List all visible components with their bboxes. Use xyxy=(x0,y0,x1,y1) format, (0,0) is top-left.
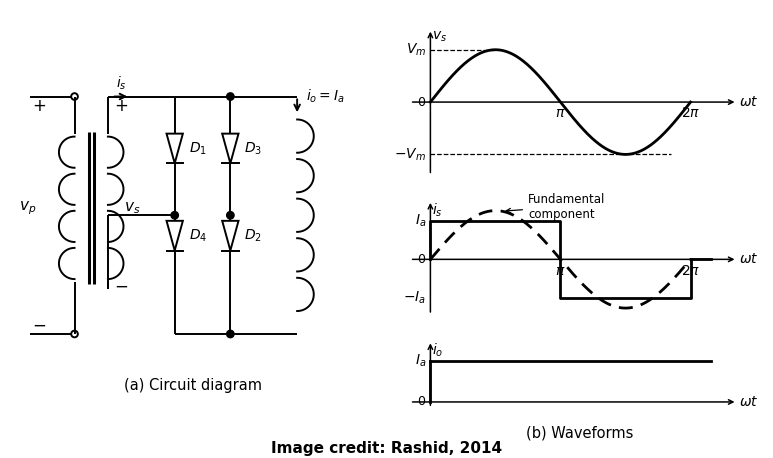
Text: $D_3$: $D_3$ xyxy=(244,140,263,157)
Text: $-$: $-$ xyxy=(32,316,46,334)
Circle shape xyxy=(226,330,234,338)
Text: $-$: $-$ xyxy=(114,277,128,295)
Text: $i_s$: $i_s$ xyxy=(115,75,126,92)
Text: +: + xyxy=(32,97,46,115)
Text: $0$: $0$ xyxy=(417,96,426,109)
Text: Fundamental
component: Fundamental component xyxy=(506,192,605,220)
Text: $\omega t$: $\omega t$ xyxy=(740,252,759,267)
Text: +: + xyxy=(114,97,128,115)
Text: $\omega t$: $\omega t$ xyxy=(740,395,759,409)
Text: $2\pi$: $2\pi$ xyxy=(681,264,700,278)
Circle shape xyxy=(226,93,234,100)
Text: $D_1$: $D_1$ xyxy=(189,140,206,157)
Text: $I_a$: $I_a$ xyxy=(415,353,426,369)
Text: $v_s$: $v_s$ xyxy=(124,200,140,216)
Text: $0$: $0$ xyxy=(417,253,426,266)
Text: $i_o = I_a$: $i_o = I_a$ xyxy=(306,88,345,105)
Text: $i_o$: $i_o$ xyxy=(432,341,444,359)
Text: $\pi$: $\pi$ xyxy=(555,264,566,278)
Text: $v_s$: $v_s$ xyxy=(432,30,448,44)
Text: $\omega t$: $\omega t$ xyxy=(740,95,759,109)
Text: $-I_a$: $-I_a$ xyxy=(404,289,426,306)
Text: $I_a$: $I_a$ xyxy=(415,213,426,229)
Text: $D_4$: $D_4$ xyxy=(189,228,207,244)
Text: $-V_m$: $-V_m$ xyxy=(394,146,426,163)
Text: (b) Waveforms: (b) Waveforms xyxy=(526,425,633,440)
Text: $0$: $0$ xyxy=(417,395,426,409)
Circle shape xyxy=(226,212,234,219)
Text: (a) Circuit diagram: (a) Circuit diagram xyxy=(124,378,262,393)
Text: $D_2$: $D_2$ xyxy=(244,228,262,244)
Text: $v_p$: $v_p$ xyxy=(19,199,37,217)
Text: $V_m$: $V_m$ xyxy=(406,42,426,58)
Text: Image credit: Rashid, 2014: Image credit: Rashid, 2014 xyxy=(271,441,502,456)
Circle shape xyxy=(171,212,179,219)
Text: $2\pi$: $2\pi$ xyxy=(681,106,700,120)
Text: $i_s$: $i_s$ xyxy=(432,201,443,218)
Text: $\pi$: $\pi$ xyxy=(555,106,566,120)
